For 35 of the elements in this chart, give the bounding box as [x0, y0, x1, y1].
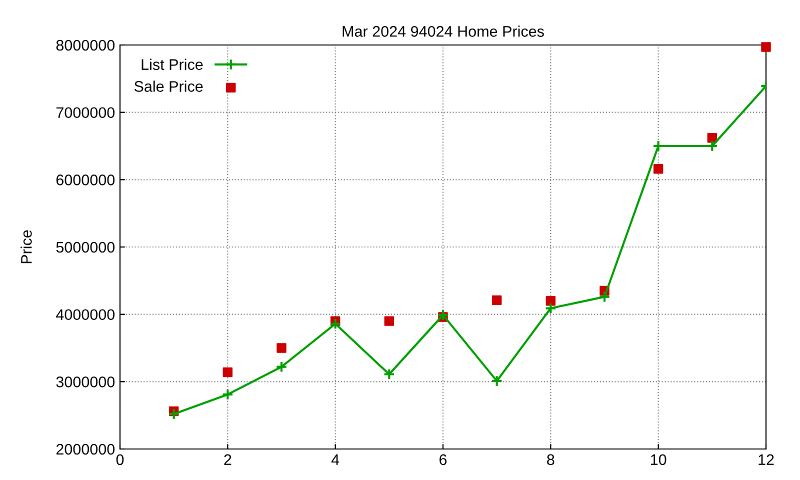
x-tick-label: 10 — [651, 454, 666, 466]
point — [383, 368, 396, 380]
point — [276, 343, 286, 353]
point — [544, 302, 557, 314]
chart-title: Mar 2024 94024 Home Prices — [342, 26, 544, 37]
y-tick-label: 6000000 — [56, 174, 115, 186]
x-tick-label: 12 — [758, 454, 774, 465]
point — [276, 360, 288, 373]
point — [490, 375, 503, 387]
y-tick-label: 4000000 — [56, 309, 115, 320]
y-tick-label: 3000000 — [56, 376, 115, 388]
x-tick-label: 0 — [116, 454, 124, 466]
x-tick-label: 6 — [440, 454, 447, 466]
point — [168, 408, 180, 420]
legend-label: List Price — [142, 58, 203, 70]
point — [492, 295, 502, 306]
x-tick-label: 2 — [224, 454, 232, 465]
point — [329, 318, 342, 330]
y-tick-label: 8000000 — [56, 40, 115, 51]
point — [707, 133, 718, 143]
point — [653, 164, 664, 174]
point — [437, 309, 449, 321]
point — [546, 296, 556, 306]
point — [222, 388, 234, 400]
y-tick-label: 2000000 — [56, 444, 115, 455]
x-tick-label: 8 — [547, 454, 554, 466]
point — [598, 290, 610, 303]
y-tick-label: 7000000 — [56, 107, 115, 118]
legend-label: Sale Price — [134, 80, 203, 92]
point — [384, 316, 394, 326]
x-tick-label: 4 — [331, 454, 340, 465]
point — [761, 42, 771, 52]
point — [222, 367, 233, 378]
y-tick-label: 5000000 — [56, 242, 115, 253]
y-axis-title: Price — [20, 230, 32, 264]
